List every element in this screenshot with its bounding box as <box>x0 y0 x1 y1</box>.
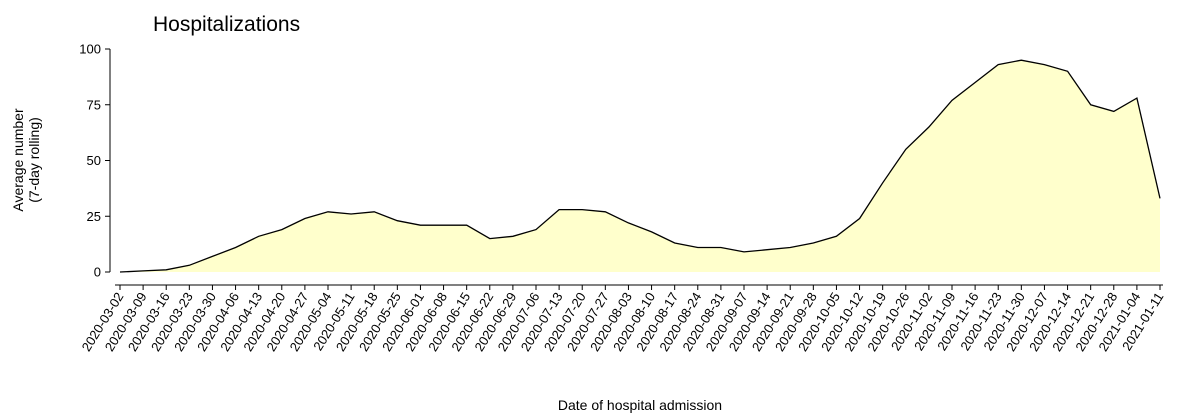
y-tick-label: 50 <box>87 153 101 168</box>
chart-title: Hospitalizations <box>153 13 300 36</box>
x-axis-title: Date of hospital admission <box>558 397 722 413</box>
y-tick-label: 75 <box>87 97 101 112</box>
area <box>120 60 1160 273</box>
y-tick-label: 25 <box>87 209 101 224</box>
y-axis-title: Average number <box>10 108 26 212</box>
line <box>119 59 1161 273</box>
y-axis-title: (7-day rolling) <box>26 117 42 203</box>
y-tick-label: 100 <box>79 42 101 57</box>
y-tick-label: 0 <box>94 265 101 280</box>
